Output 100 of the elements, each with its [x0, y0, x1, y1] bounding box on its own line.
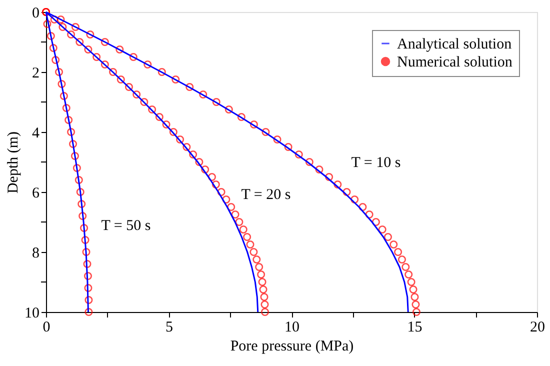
point [84, 308, 93, 316]
point [116, 76, 125, 84]
point [257, 270, 266, 278]
point [189, 150, 198, 158]
point [92, 53, 101, 61]
point [84, 272, 92, 280]
point [58, 23, 67, 31]
x-tick-label: 20 [530, 320, 545, 336]
point [255, 263, 264, 271]
point [76, 38, 84, 46]
point [148, 106, 156, 114]
point [84, 284, 92, 292]
point [412, 308, 420, 316]
point [227, 203, 236, 211]
point [43, 20, 52, 28]
point [402, 263, 410, 271]
point [407, 278, 416, 286]
x-tick-label: 5 [166, 320, 173, 336]
point [109, 68, 118, 76]
legend-label: Analytical solution [397, 36, 512, 52]
point [52, 56, 60, 64]
point [49, 44, 58, 52]
point [224, 106, 233, 114]
point [78, 212, 87, 220]
point [62, 104, 70, 112]
point [71, 23, 80, 31]
point [390, 240, 398, 248]
point [67, 128, 76, 136]
point [132, 90, 141, 98]
y-axis-title: Depth (m) [6, 131, 22, 194]
point [394, 248, 402, 256]
point [144, 60, 152, 68]
point [273, 136, 282, 144]
point [155, 113, 164, 121]
point [246, 240, 254, 248]
annotation: T = 10 s [351, 155, 401, 171]
point [260, 293, 268, 301]
point [259, 286, 268, 294]
point [325, 173, 334, 181]
point [252, 256, 261, 264]
point [372, 218, 380, 226]
point [222, 196, 230, 204]
point [140, 98, 148, 106]
point [201, 166, 210, 174]
point [67, 30, 76, 38]
point [231, 210, 240, 218]
point [70, 152, 79, 160]
point [84, 46, 92, 54]
point [384, 233, 392, 241]
point [378, 226, 386, 234]
point [50, 16, 58, 24]
point [235, 218, 244, 226]
point [260, 300, 269, 308]
point [169, 128, 178, 136]
point [158, 68, 166, 76]
x-tick-label: 0 [42, 320, 50, 336]
point [237, 113, 246, 121]
annotation: T = 50 s [101, 218, 151, 234]
point [82, 248, 90, 256]
point [212, 98, 220, 106]
point [69, 140, 78, 148]
point [250, 248, 258, 256]
point [195, 158, 204, 166]
y-tick-label: 6 [32, 186, 40, 202]
point [55, 68, 64, 76]
point [239, 226, 248, 234]
point [217, 188, 226, 196]
point [182, 143, 191, 151]
point [56, 16, 65, 24]
point [124, 83, 133, 91]
annotation: T = 20 s [241, 187, 291, 203]
point [305, 158, 314, 166]
point [365, 210, 374, 218]
point [83, 260, 92, 268]
point [334, 180, 342, 188]
point [398, 256, 406, 264]
point [78, 200, 86, 208]
x-tick-label: 10 [284, 320, 300, 336]
point [64, 116, 73, 124]
y-tick-label: 0 [32, 6, 40, 22]
point [74, 176, 83, 184]
y-tick-label: 10 [24, 306, 40, 322]
point [294, 150, 303, 158]
point [262, 128, 270, 136]
point [342, 188, 351, 196]
point [186, 83, 194, 91]
point [46, 32, 55, 40]
point [410, 293, 419, 301]
point [243, 233, 252, 241]
point [350, 196, 359, 204]
point [172, 76, 180, 84]
point [84, 296, 93, 304]
point [129, 53, 138, 61]
point [284, 143, 292, 151]
point [250, 120, 258, 128]
legend-label: Numerical solution [397, 54, 513, 70]
point [100, 60, 109, 68]
x-axis-title: Pore pressure (MPa) [230, 338, 354, 354]
point [100, 38, 109, 46]
point [72, 164, 81, 172]
